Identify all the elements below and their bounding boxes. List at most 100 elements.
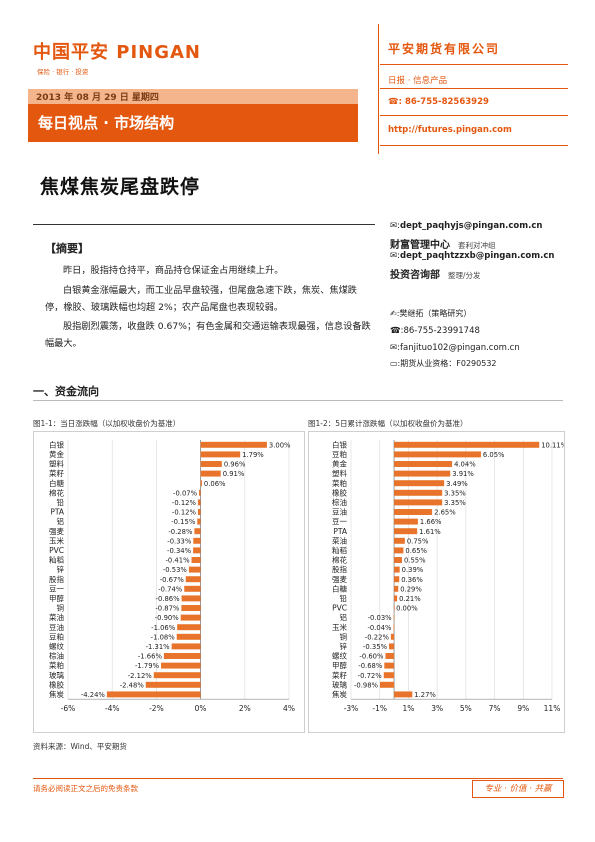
category-label: 锌 [340,641,348,651]
footer-divider [33,778,563,779]
data-label: -1.31% [146,643,171,651]
x-tick-label: 9% [517,704,529,713]
data-label: -0.15% [171,518,196,526]
data-label: 2.65% [434,509,456,517]
data-label: 4.04% [454,461,476,469]
data-label: -4.24% [81,691,106,699]
data-label: 0.96% [224,461,246,469]
data-source: 资料来源：Wind、平安期货 [33,742,127,751]
x-tick-label: 2% [239,704,251,713]
bar [193,537,201,544]
data-label: -2.12% [128,672,153,680]
bar [394,489,443,496]
data-label: -0.12% [172,509,197,517]
contact-dept-2: 投资咨询部 整理/分发 [390,266,481,281]
category-label: 玉米 [332,622,347,632]
bar [171,643,201,650]
category-label: 强麦 [332,574,347,584]
data-label: 0.36% [401,576,423,584]
bar [384,662,395,669]
bar [393,614,395,621]
category-label: 豆油 [49,622,64,632]
data-label: 0.91% [223,470,245,478]
column-title: 每日视点 · 市场结构 [38,114,175,132]
data-label: -0.87% [155,605,180,613]
analyst-email[interactable]: ✉:fanjituo102@pingan.com.cn [390,343,520,353]
data-label: 1.66% [420,518,442,526]
bar [200,480,202,487]
company-phone: ☎: 86-755-82563929 [388,97,489,107]
divider [380,115,568,116]
bar [181,605,201,611]
category-label: 菜籽 [332,670,347,680]
bar [394,585,399,592]
bar [199,489,201,496]
contact-email-2[interactable]: ✉:dept_paqhtzzxb@pingan.com.cn [390,251,554,261]
bar [394,528,418,535]
category-label: 豆一 [49,584,64,593]
dept-1-note: 套利对冲组 [458,241,496,250]
bar [193,547,201,554]
disclaimer-link[interactable]: 请务必阅读正文之后的免责条款 [33,784,138,793]
x-tick-label: 5% [460,704,472,713]
category-label: 螺纹 [332,651,347,661]
column-title-bar [28,104,358,142]
company-phone-text: 86-755-82563929 [404,97,489,107]
data-label: 3.49% [446,480,468,488]
category-label: 塑料 [332,468,347,478]
title-divider [33,224,375,225]
bar [191,557,201,563]
data-label: -0.72% [358,672,383,680]
category-label: 白糖 [49,478,64,488]
logo-subtitle: 保险 · 银行 · 投资 [37,68,89,76]
bar [188,566,201,573]
category-label: PTA [333,527,348,536]
chart-daily-change: -6% -4% -2% 0% 2% 4% 白银 3.00% 黄金 1.79% 塑料 0.96% 菜籽 0.… [33,431,305,733]
envelope-icon: ✉: [390,343,400,353]
card-icon: ▭: [390,359,401,368]
pingan-logo: 中国平安 PINGAN 保险 · 银行 · 投资 [33,38,223,76]
category-label: 铜 [57,603,65,613]
bar [394,470,451,477]
data-label: 3.35% [444,489,466,497]
category-label: 焦炭 [332,689,347,699]
analyst-text: 樊继拓（策略研究） [399,309,472,318]
bar [394,557,402,563]
bar [380,681,395,688]
category-label: 菜粕 [49,660,64,670]
category-label: 螺纹 [49,641,64,651]
data-label: -0.12% [172,499,197,507]
x-tick-label: 7% [489,704,501,713]
category-label: 黄金 [332,459,347,469]
category-label: 菜油 [49,612,64,622]
data-label: 1.79% [242,451,264,459]
bar [181,595,201,602]
data-label: -0.86% [156,595,181,603]
category-label: 锌 [57,564,65,574]
contact-email-1[interactable]: ✉:dept_paqhyjs@pingan.com.cn [390,221,542,231]
category-label: 橡胶 [332,487,347,497]
phone-icon: ☎: [388,97,405,107]
analyst-phone-text: 86-755-23991748 [403,326,480,336]
data-label: -0.67% [160,576,185,584]
category-label: 铅 [340,593,348,603]
company-url[interactable]: http://futures.pingan.com [388,125,512,135]
dept-2-name: 投资咨询部 [390,270,440,281]
data-label: -0.53% [163,566,188,574]
data-label: -1.79% [135,662,160,670]
bar [194,528,201,535]
summary-heading: 【摘要】 [45,242,89,255]
x-tick-label: -2% [149,704,164,713]
section-divider [33,400,563,401]
data-label: -0.98% [354,681,379,689]
envelope-icon: ✉: [390,221,400,231]
report-type: 日报 · 信息产品 [388,76,448,86]
bar [383,672,395,679]
bar [197,509,201,515]
bar [394,518,418,525]
data-label: -0.60% [359,653,384,661]
data-label: -1.08% [151,633,176,641]
analyst-name: ✍:樊继拓（策略研究） [390,308,471,319]
category-label: 豆粕 [332,449,347,459]
bar [180,614,201,621]
